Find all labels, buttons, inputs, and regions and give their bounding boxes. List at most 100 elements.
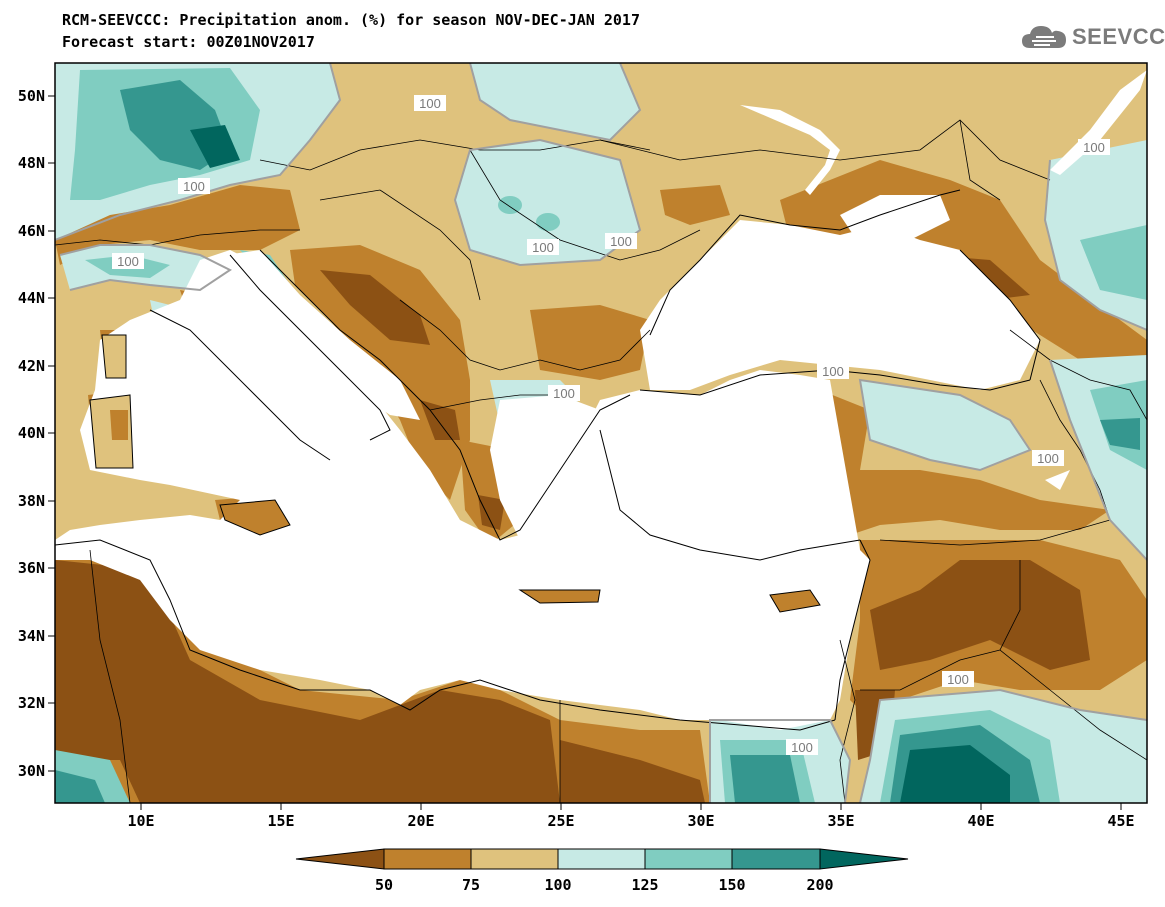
border-balkans	[399, 299, 651, 371]
contour-tag-8: 100	[817, 363, 849, 379]
lat-tick-32n: 32N	[18, 694, 55, 712]
lake-tuz	[790, 462, 802, 482]
title-line-1: RCM-SEEVCCC: Precipitation anom. (%) for…	[62, 11, 640, 29]
svg-text:10E: 10E	[127, 812, 154, 830]
svg-text:100: 100	[610, 234, 632, 249]
coast-corsica	[101, 334, 127, 379]
contour-tag-6: 100	[1078, 139, 1110, 155]
colorbar-label-50: 50	[375, 876, 393, 894]
coast-greece	[429, 394, 631, 541]
colorbar-label-125: 125	[631, 876, 658, 894]
field-extreme-nw	[190, 125, 240, 168]
contour-north	[469, 63, 642, 142]
svg-text:40E: 40E	[967, 812, 994, 830]
border-romania	[469, 149, 701, 261]
colorbar-segment-50-75	[383, 848, 472, 870]
svg-text:40N: 40N	[18, 424, 45, 442]
svg-text:35E: 35E	[827, 812, 854, 830]
colorbar-labels: 50 75 100 125 150 200	[375, 876, 834, 894]
colorbar-label-75: 75	[462, 876, 480, 894]
svg-text:20E: 20E	[407, 812, 434, 830]
contour-tag-5: 100	[605, 233, 637, 249]
river-don	[1050, 70, 1147, 175]
coast-turkey-south	[599, 429, 861, 561]
lon-tick-30e: 30E	[687, 803, 715, 830]
lat-tick-46n: 46N	[18, 222, 55, 240]
border-alps	[55, 229, 300, 246]
country-borders	[55, 119, 1147, 803]
contour-arabia	[859, 688, 1147, 803]
border-pannonian	[319, 189, 481, 301]
colorbar-segment-125-150	[644, 848, 733, 870]
sea-mediterranean	[55, 250, 870, 730]
colorbar	[295, 848, 909, 870]
lon-tick-15e: 15E	[267, 803, 295, 830]
svg-text:36N: 36N	[18, 559, 45, 577]
colorbar-segment-100-125	[557, 848, 646, 870]
coast-sardinia	[89, 394, 134, 469]
svg-text:48N: 48N	[18, 154, 45, 172]
svg-text:100: 100	[1083, 140, 1105, 155]
svg-text:15E: 15E	[267, 812, 294, 830]
contour-sinai	[709, 719, 852, 803]
contour-tag-2: 100	[178, 178, 210, 194]
field-wet-sinai-max	[730, 755, 800, 803]
svg-text:100: 100	[117, 254, 139, 269]
svg-text:100: 100	[183, 179, 205, 194]
island-crete	[520, 590, 600, 603]
colorbar-segment-gt200	[819, 848, 909, 870]
contour-tag-3: 100	[112, 253, 144, 269]
coast-italy-east	[229, 254, 391, 441]
svg-text:100: 100	[553, 386, 575, 401]
coast-dalmatia	[259, 249, 431, 411]
sea-adriatic	[225, 250, 420, 420]
contour-tags: 100 100 100 100 100 100 100 100 100 100 …	[112, 95, 1110, 755]
coast-north-africa	[55, 539, 836, 731]
lat-tick-34n: 34N	[18, 627, 55, 645]
lat-tick-44n: 44N	[18, 289, 55, 307]
svg-text:100: 100	[532, 240, 554, 255]
border-turkey	[1039, 379, 1111, 521]
sea-black-sea	[640, 220, 1040, 390]
svg-text:32N: 32N	[18, 694, 45, 712]
svg-text:100: 100	[1037, 451, 1059, 466]
colorbar-segment-150-200	[731, 848, 821, 870]
svg-text:34N: 34N	[18, 627, 45, 645]
border-russia	[959, 119, 1001, 201]
contour-lines-100	[55, 63, 1147, 803]
contour-tag-10: 100	[942, 671, 974, 687]
lon-tick-10e: 10E	[127, 803, 155, 830]
field-wet-ne-germany	[470, 63, 640, 140]
contour-georgia	[1049, 359, 1147, 561]
svg-text:30N: 30N	[18, 762, 45, 780]
coast-cyprus	[769, 589, 821, 613]
coast-crete	[518, 589, 601, 604]
field-wet-russia-core	[1080, 225, 1147, 300]
field-wet-spot-2	[536, 213, 560, 231]
lon-tick-45e: 45E	[1107, 803, 1135, 830]
colorbar-label-100: 100	[544, 876, 571, 894]
field-wet-hungary	[455, 140, 640, 265]
coast-italy-west	[149, 309, 331, 461]
lat-tick-50n: 50N	[18, 87, 55, 105]
svg-text:45E: 45E	[1107, 812, 1134, 830]
lat-tick-42n: 42N	[18, 357, 55, 375]
border-caucasus	[1009, 329, 1147, 421]
lon-tick-35e: 35E	[827, 803, 855, 830]
seevccc-logo: SEEVCCC	[1020, 22, 1165, 52]
field-very-dry-egypt	[560, 740, 705, 803]
field-dry-bulgaria	[530, 305, 650, 380]
field-wet-turkey-coast	[860, 380, 1030, 470]
cloud-icon	[1022, 26, 1066, 48]
island-sardinia-dry	[110, 410, 128, 440]
border-levant	[839, 639, 856, 803]
field-very-dry-pelop	[478, 495, 505, 530]
contour-tag-9: 100	[1032, 450, 1064, 466]
contour-po	[59, 244, 232, 292]
svg-text:42N: 42N	[18, 357, 45, 375]
contour-tag-1: 100	[414, 95, 446, 111]
field-very-dry-syria	[870, 560, 1090, 670]
svg-text:38N: 38N	[18, 492, 45, 510]
coast-levant	[834, 539, 871, 721]
